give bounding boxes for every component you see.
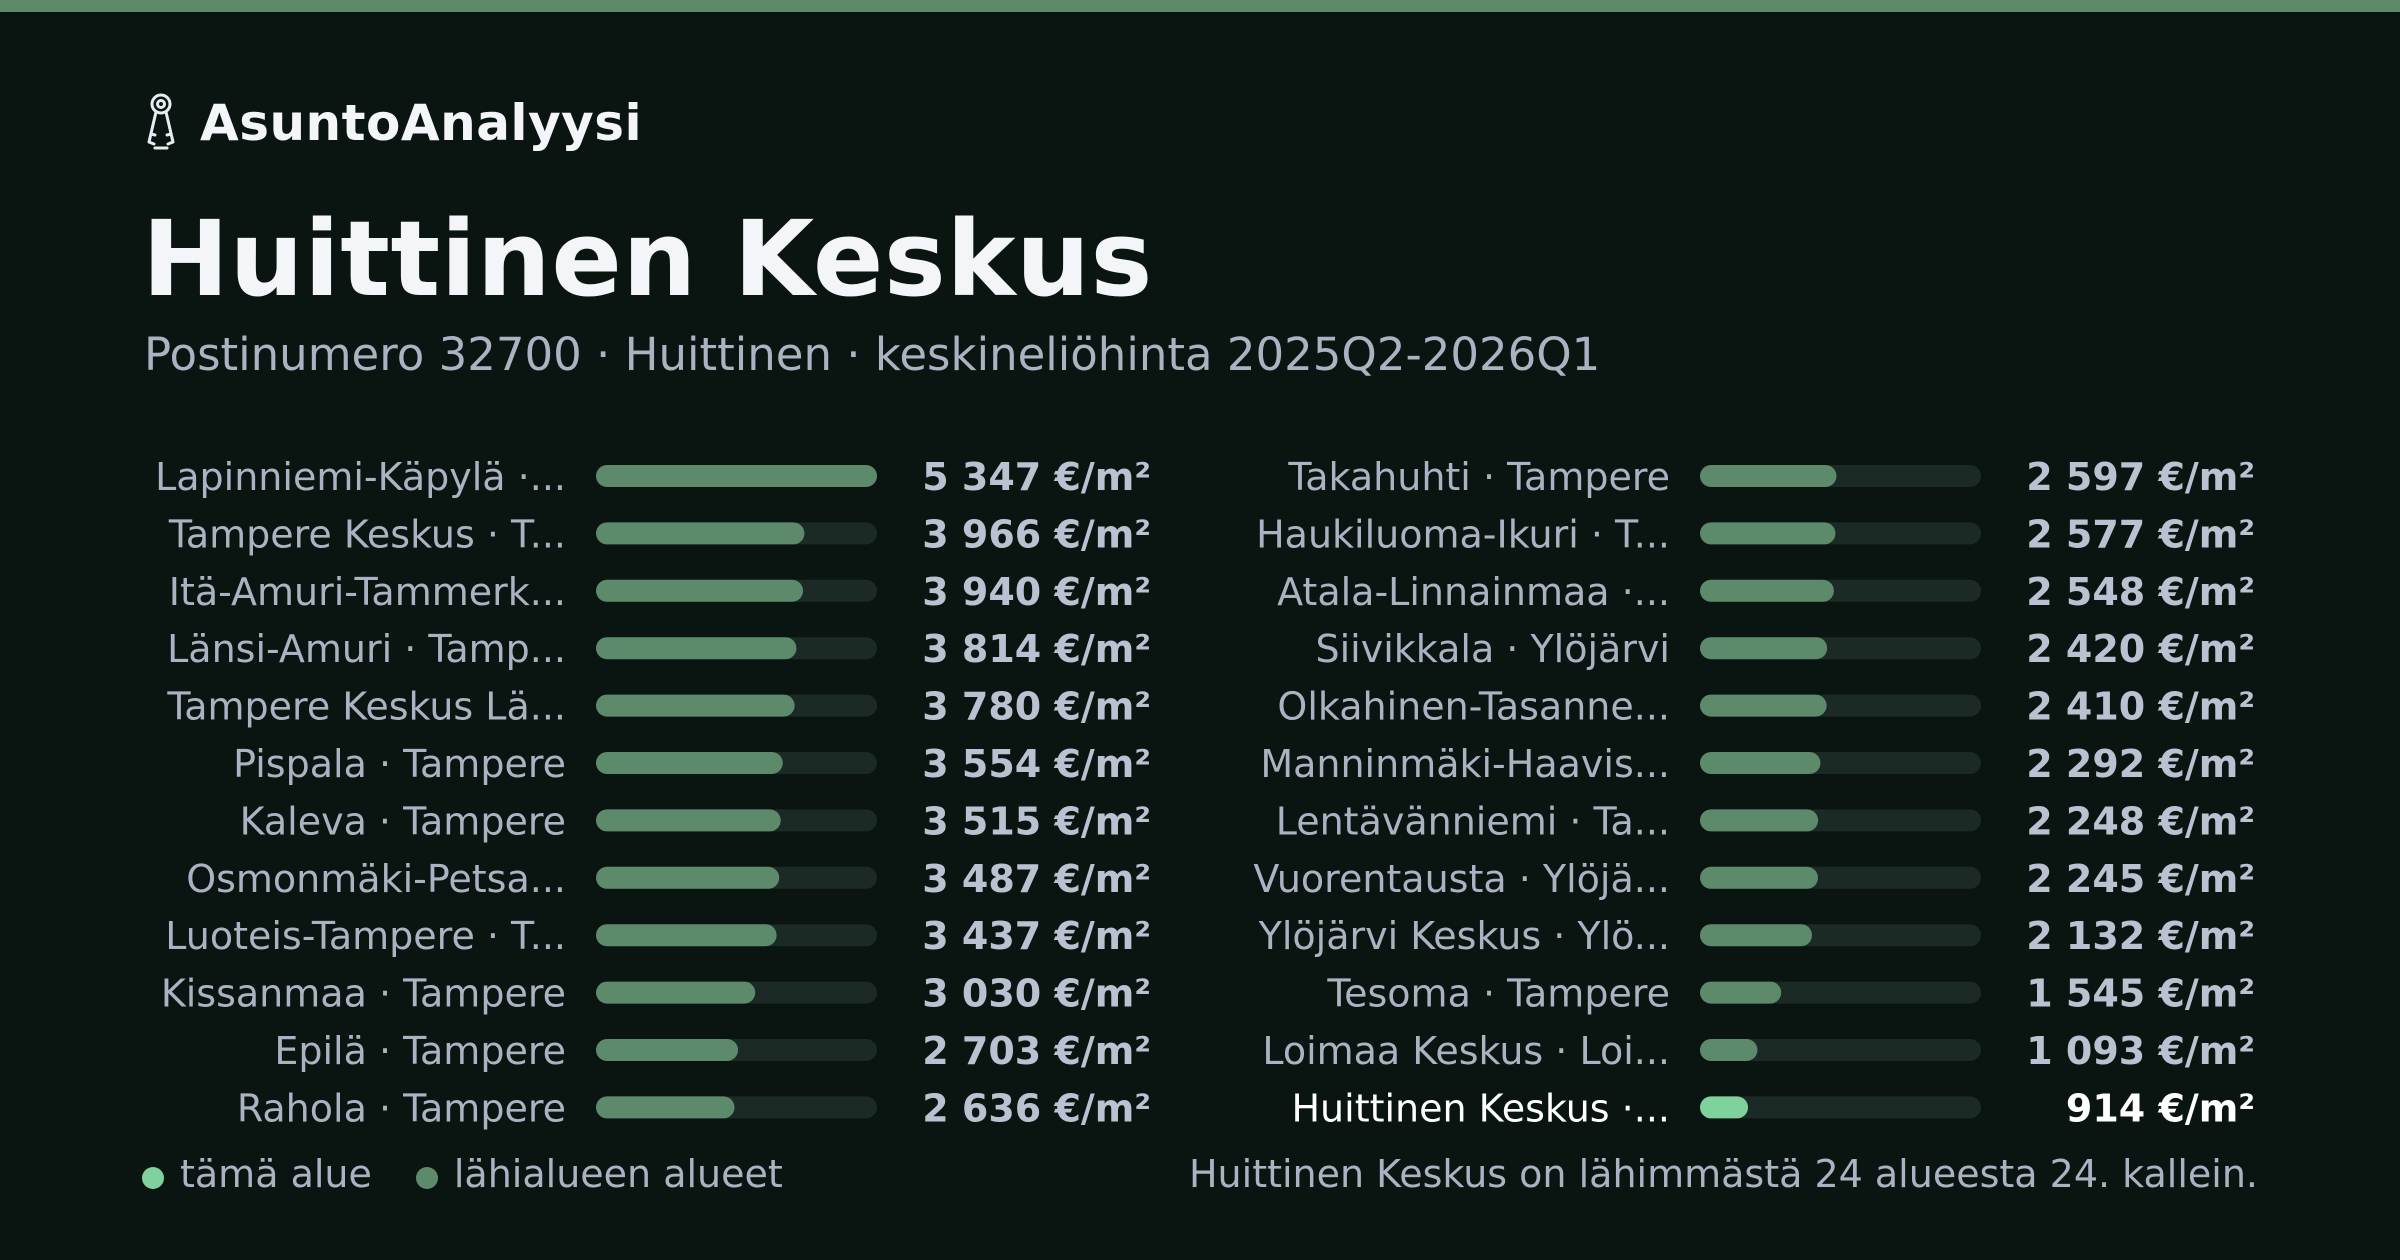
- brand-name: AsuntoAnalyysi: [200, 94, 643, 152]
- bar: [1700, 637, 1828, 660]
- bar-label: Kissanmaa · Tampere: [161, 972, 566, 1016]
- bar: [1700, 522, 1836, 545]
- bar-value-label: 3 966 €/m²: [922, 512, 1151, 556]
- bar-value-label: 2 245 €/m²: [2026, 857, 2255, 901]
- bar: [1700, 809, 1819, 832]
- page-subtitle: Postinumero 32700 · Huittinen · keskinel…: [144, 328, 1601, 381]
- bar-value-label: 1 093 €/m²: [2026, 1029, 2255, 1073]
- bar: [596, 579, 804, 602]
- legend-item-this-area: tämä alue: [142, 1152, 372, 1196]
- bar-label: Vuorentausta · Ylöjä...: [1253, 857, 1670, 901]
- bar-label: Tesoma · Tampere: [1326, 972, 1670, 1016]
- bar-value-label: 2 703 €/m²: [922, 1029, 1151, 1073]
- bar: [1700, 866, 1818, 889]
- bar-value-label: 3 780 €/m²: [922, 685, 1151, 729]
- bar-label: Ylöjärvi Keskus · Ylö...: [1258, 914, 1670, 958]
- bar-label: Pispala · Tampere: [233, 742, 566, 786]
- bar: [1700, 1039, 1758, 1061]
- bar: [596, 924, 777, 947]
- bar-value-label: 3 437 €/m²: [922, 914, 1151, 958]
- bar-label: Lapinniemi-Käpylä ·...: [155, 455, 566, 499]
- bar-label: Itä-Amuri-Tammerk...: [169, 570, 566, 614]
- bar-label: Manninmäki-Haavis...: [1260, 742, 1670, 786]
- bar-value-label: 2 636 €/m²: [922, 1086, 1151, 1130]
- legend-dot-this-area: [142, 1167, 164, 1189]
- bar: [596, 1096, 735, 1119]
- bar: [596, 694, 795, 717]
- bar-label: Siivikkala · Ylöjärvi: [1315, 627, 1670, 671]
- bar-label: Atala-Linnainmaa ·...: [1277, 570, 1670, 614]
- bar: [1700, 465, 1837, 487]
- bar-value-label: 3 940 €/m²: [922, 570, 1151, 614]
- bar-label: Osmonmäki-Petsa...: [186, 857, 566, 901]
- bar-value-label: 3 515 €/m²: [922, 799, 1151, 843]
- bar-label: Lentävänniemi · Ta...: [1276, 799, 1670, 843]
- bar: [1700, 579, 1834, 602]
- bar-track: [1700, 1039, 1981, 1061]
- bar: [1700, 752, 1821, 774]
- top-accent-strip: [0, 0, 2400, 12]
- keys-icon: [147, 93, 175, 150]
- bar: [596, 637, 797, 660]
- legend-label-this-area: tämä alue: [180, 1152, 372, 1196]
- bar: [596, 752, 783, 774]
- legend-label-nearby-areas: lähialueen alueet: [453, 1152, 783, 1196]
- bar: [596, 981, 756, 1004]
- bar-value-label: 1 545 €/m²: [2026, 972, 2255, 1016]
- bar: [1700, 981, 1782, 1004]
- bar: [1700, 694, 1827, 717]
- bar-label: Tampere Keskus Lä...: [166, 685, 566, 729]
- bar-label: Haukiluoma-Ikuri · T...: [1256, 512, 1670, 556]
- bar: [596, 866, 780, 889]
- bar: [596, 809, 781, 832]
- bar-label: Olkahinen-Tasanne...: [1277, 685, 1670, 729]
- bar: [1700, 924, 1813, 947]
- bar-label: Tampere Keskus · T...: [168, 512, 566, 556]
- bar: [596, 1039, 739, 1061]
- legend-item-nearby-areas: lähialueen alueet: [415, 1152, 783, 1196]
- bar-label: Loimaa Keskus · Loi...: [1262, 1029, 1670, 1073]
- bar-value-label: 2 248 €/m²: [2026, 799, 2255, 843]
- bar-label: Kaleva · Tampere: [240, 799, 566, 843]
- bar-value-label: 2 132 €/m²: [2026, 914, 2255, 958]
- bar-label: Rahola · Tampere: [237, 1086, 566, 1130]
- legend-dot-nearby-areas: [415, 1167, 438, 1189]
- page-title: Huittinen Keskus: [142, 198, 1153, 320]
- bar: [596, 465, 877, 487]
- bar-value-label: 2 420 €/m²: [2026, 627, 2255, 671]
- bar-value-label: 3 487 €/m²: [922, 857, 1151, 901]
- bar-value-label: 3 030 €/m²: [922, 972, 1151, 1016]
- bar-label: Huittinen Keskus ·...: [1291, 1086, 1670, 1130]
- bar-value-label: 914 €/m²: [2066, 1086, 2255, 1130]
- bar-value-label: 3 554 €/m²: [922, 742, 1151, 786]
- bar-value-label: 2 410 €/m²: [2026, 685, 2255, 729]
- bar-label: Epilä · Tampere: [274, 1029, 566, 1073]
- bar-label: Länsi-Amuri · Tamp...: [167, 627, 566, 671]
- bar-value-label: 2 597 €/m²: [2026, 455, 2255, 499]
- ranking-footnote: Huittinen Keskus on lähimmästä 24 aluees…: [1188, 1152, 2258, 1196]
- brand: AsuntoAnalyysi: [140, 88, 642, 158]
- bar-value-label: 2 292 €/m²: [2026, 742, 2255, 786]
- bar-label: Luoteis-Tampere · T...: [165, 914, 566, 958]
- bar-value-label: 2 577 €/m²: [2026, 512, 2255, 556]
- bar-track: [1700, 1096, 1981, 1119]
- bar-label: Takahuhti · Tampere: [1287, 455, 1670, 499]
- legend: tämä alue lähialueen alueet: [142, 1152, 783, 1196]
- bar: [596, 522, 805, 545]
- bar-value-label: 3 814 €/m²: [922, 627, 1151, 671]
- bar-value-label: 2 548 €/m²: [2026, 570, 2255, 614]
- bar-value-label: 5 347 €/m²: [922, 455, 1151, 499]
- bar-highlight: [1700, 1096, 1749, 1119]
